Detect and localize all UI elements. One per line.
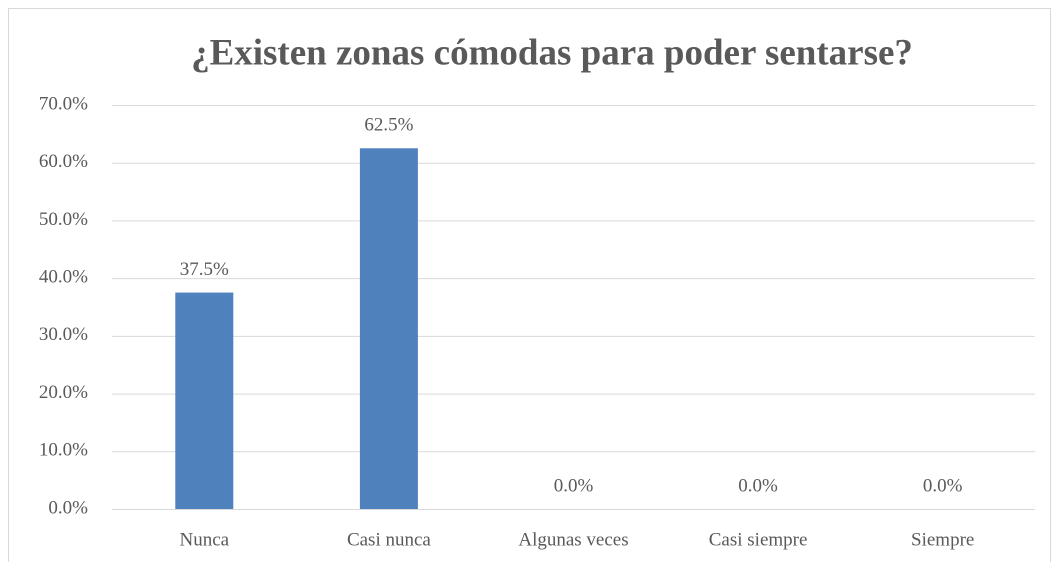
x-tick-label: Algunas veces [518, 529, 628, 550]
x-tick-label: Casi nunca [347, 529, 431, 550]
chart-border [8, 8, 1051, 562]
y-tick-label: 40.0% [39, 267, 88, 288]
chart-title: ¿Existen zonas cómodas para poder sentar… [191, 32, 913, 73]
x-tick-label: Nunca [180, 529, 230, 550]
value-label: 62.5% [364, 115, 413, 136]
y-tick-label: 20.0% [39, 382, 88, 403]
bar [359, 148, 418, 510]
value-label: 0.0% [554, 475, 594, 496]
y-tick-label: 10.0% [39, 440, 88, 461]
y-tick-label: 0.0% [48, 497, 88, 518]
value-label: 37.5% [180, 259, 229, 280]
value-label: 0.0% [923, 475, 963, 496]
y-tick-label: 70.0% [39, 93, 88, 114]
value-label: 0.0% [738, 475, 778, 496]
x-tick-label: Casi siempre [709, 529, 808, 550]
y-tick-label: 60.0% [39, 151, 88, 172]
y-tick-label: 30.0% [39, 324, 88, 345]
y-tick-label: 50.0% [39, 209, 88, 230]
bar [175, 292, 234, 509]
x-tick-label: Siempre [911, 529, 974, 550]
